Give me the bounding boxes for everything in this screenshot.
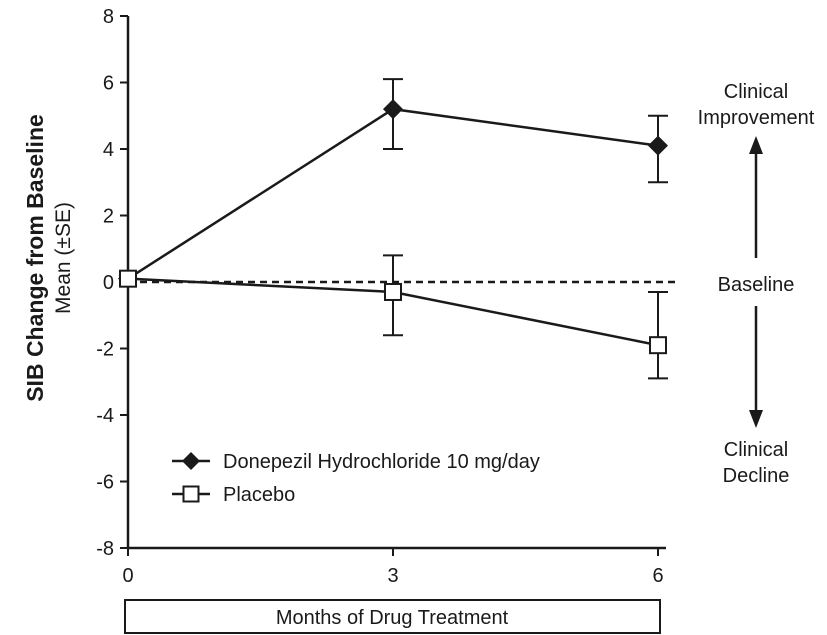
y-tick-label: 2 bbox=[103, 206, 114, 228]
annotation-decline-line1: Clinical bbox=[724, 439, 788, 461]
y-tick-label: 4 bbox=[103, 139, 114, 161]
annotation-baseline: Baseline bbox=[718, 274, 795, 296]
y-tick-label: -2 bbox=[96, 339, 114, 361]
y-tick-label: -4 bbox=[96, 405, 114, 427]
down-arrow-icon bbox=[749, 410, 763, 428]
x-tick-label: 0 bbox=[122, 565, 133, 587]
series-layer bbox=[118, 78, 668, 380]
annotation-improvement-line2: Improvement bbox=[698, 107, 815, 129]
up-arrow-icon bbox=[749, 136, 763, 154]
legend-marker-placebo bbox=[182, 485, 200, 503]
data-point-donepezil bbox=[383, 99, 403, 120]
y-axis-subtitle: Mean (±SE) bbox=[52, 202, 75, 314]
y-tick-label: 8 bbox=[103, 6, 114, 28]
data-point-placebo bbox=[384, 282, 402, 301]
annotation-decline-line2: Decline bbox=[723, 465, 790, 487]
legend: Donepezil Hydrochloride 10 mg/day Placeb… bbox=[172, 451, 540, 506]
y-axis-title: SIB Change from Baseline bbox=[22, 114, 48, 402]
x-axis-title-box bbox=[124, 599, 661, 634]
legend-marker-donepezil bbox=[182, 452, 200, 470]
data-point-donepezil bbox=[648, 135, 668, 156]
data-point-placebo bbox=[649, 336, 667, 355]
y-tick-label: 6 bbox=[103, 73, 114, 95]
clinical-annotations: Clinical Improvement Baseline Clinical D… bbox=[698, 81, 815, 487]
y-tick-label: -6 bbox=[96, 472, 114, 494]
x-axis-title: Months of Drug Treatment bbox=[276, 607, 509, 629]
y-tick-labels: 8 6 4 2 0 -2 -4 -6 -8 bbox=[96, 6, 114, 560]
data-point-placebo bbox=[119, 269, 137, 288]
x-tick-labels: 0 3 6 bbox=[122, 565, 663, 587]
legend-label-donepezil: Donepezil Hydrochloride 10 mg/day bbox=[223, 451, 540, 473]
y-tick-label: -8 bbox=[96, 538, 114, 560]
annotation-improvement-line1: Clinical bbox=[724, 81, 788, 103]
legend-label-placebo: Placebo bbox=[223, 484, 295, 506]
x-tick-label: 6 bbox=[652, 565, 663, 587]
x-tick-label: 3 bbox=[387, 565, 398, 587]
y-tick-label: 0 bbox=[103, 272, 114, 294]
